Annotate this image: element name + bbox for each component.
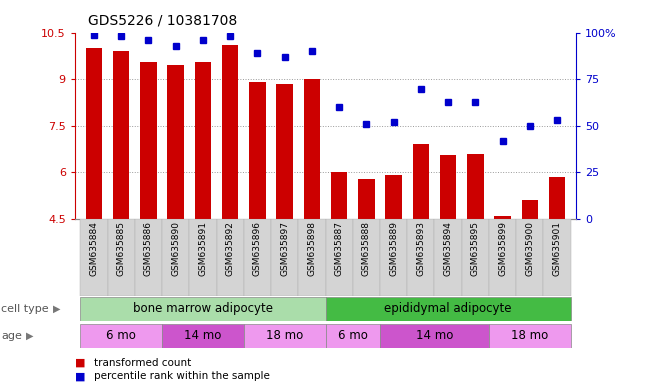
Text: GSM635888: GSM635888 xyxy=(362,221,371,276)
Text: GSM635899: GSM635899 xyxy=(498,221,507,276)
FancyBboxPatch shape xyxy=(353,219,380,296)
Bar xyxy=(467,154,484,219)
Bar xyxy=(304,79,320,219)
Text: bone marrow adipocyte: bone marrow adipocyte xyxy=(133,302,273,315)
Text: GSM635898: GSM635898 xyxy=(307,221,316,276)
FancyBboxPatch shape xyxy=(271,219,298,296)
FancyBboxPatch shape xyxy=(489,324,571,348)
Text: GSM635884: GSM635884 xyxy=(89,221,98,276)
FancyBboxPatch shape xyxy=(380,324,489,348)
Bar xyxy=(331,172,347,219)
Text: ▶: ▶ xyxy=(53,304,61,314)
Bar xyxy=(249,82,266,219)
Text: age: age xyxy=(1,331,22,341)
Bar xyxy=(385,175,402,219)
Bar xyxy=(494,216,511,219)
Text: epididymal adipocyte: epididymal adipocyte xyxy=(384,302,512,315)
Text: cell type: cell type xyxy=(1,304,49,314)
FancyBboxPatch shape xyxy=(544,219,571,296)
Bar xyxy=(413,144,429,219)
Text: ▶: ▶ xyxy=(26,331,34,341)
Bar xyxy=(521,200,538,219)
Text: GSM635897: GSM635897 xyxy=(280,221,289,276)
Text: 18 mo: 18 mo xyxy=(511,329,548,342)
FancyBboxPatch shape xyxy=(243,324,326,348)
FancyBboxPatch shape xyxy=(217,219,243,296)
FancyBboxPatch shape xyxy=(189,219,217,296)
FancyBboxPatch shape xyxy=(243,219,271,296)
Text: GSM635900: GSM635900 xyxy=(525,221,534,276)
Bar xyxy=(440,155,456,219)
FancyBboxPatch shape xyxy=(326,297,571,321)
Text: GSM635887: GSM635887 xyxy=(335,221,344,276)
Text: GSM635893: GSM635893 xyxy=(417,221,425,276)
Text: 6 mo: 6 mo xyxy=(338,329,368,342)
Text: 6 mo: 6 mo xyxy=(106,329,136,342)
Bar xyxy=(86,48,102,219)
FancyBboxPatch shape xyxy=(326,219,353,296)
Text: GSM635891: GSM635891 xyxy=(199,221,208,276)
FancyBboxPatch shape xyxy=(80,219,107,296)
Text: GSM635889: GSM635889 xyxy=(389,221,398,276)
FancyBboxPatch shape xyxy=(380,219,408,296)
FancyBboxPatch shape xyxy=(489,219,516,296)
Text: ■: ■ xyxy=(75,371,85,381)
Bar xyxy=(277,84,293,219)
FancyBboxPatch shape xyxy=(298,219,326,296)
FancyBboxPatch shape xyxy=(135,219,162,296)
Text: GDS5226 / 10381708: GDS5226 / 10381708 xyxy=(88,13,237,27)
FancyBboxPatch shape xyxy=(80,324,162,348)
Text: ■: ■ xyxy=(75,358,85,368)
Bar xyxy=(113,51,130,219)
Bar xyxy=(222,45,238,219)
Text: 18 mo: 18 mo xyxy=(266,329,303,342)
Text: percentile rank within the sample: percentile rank within the sample xyxy=(94,371,270,381)
Text: GSM635885: GSM635885 xyxy=(117,221,126,276)
Bar xyxy=(140,62,157,219)
Bar xyxy=(358,179,374,219)
Text: 14 mo: 14 mo xyxy=(184,329,221,342)
Text: GSM635886: GSM635886 xyxy=(144,221,153,276)
Text: GSM635896: GSM635896 xyxy=(253,221,262,276)
Text: GSM635901: GSM635901 xyxy=(553,221,562,276)
Text: GSM635890: GSM635890 xyxy=(171,221,180,276)
FancyBboxPatch shape xyxy=(326,324,380,348)
FancyBboxPatch shape xyxy=(434,219,462,296)
Text: GSM635895: GSM635895 xyxy=(471,221,480,276)
FancyBboxPatch shape xyxy=(162,219,189,296)
Text: 14 mo: 14 mo xyxy=(416,329,453,342)
FancyBboxPatch shape xyxy=(462,219,489,296)
Text: transformed count: transformed count xyxy=(94,358,191,368)
Bar xyxy=(195,62,211,219)
Text: GSM635892: GSM635892 xyxy=(226,221,234,276)
FancyBboxPatch shape xyxy=(516,219,544,296)
FancyBboxPatch shape xyxy=(80,297,326,321)
FancyBboxPatch shape xyxy=(162,324,243,348)
FancyBboxPatch shape xyxy=(107,219,135,296)
Text: GSM635894: GSM635894 xyxy=(443,221,452,276)
Bar xyxy=(167,65,184,219)
Bar xyxy=(549,177,565,219)
FancyBboxPatch shape xyxy=(408,219,434,296)
